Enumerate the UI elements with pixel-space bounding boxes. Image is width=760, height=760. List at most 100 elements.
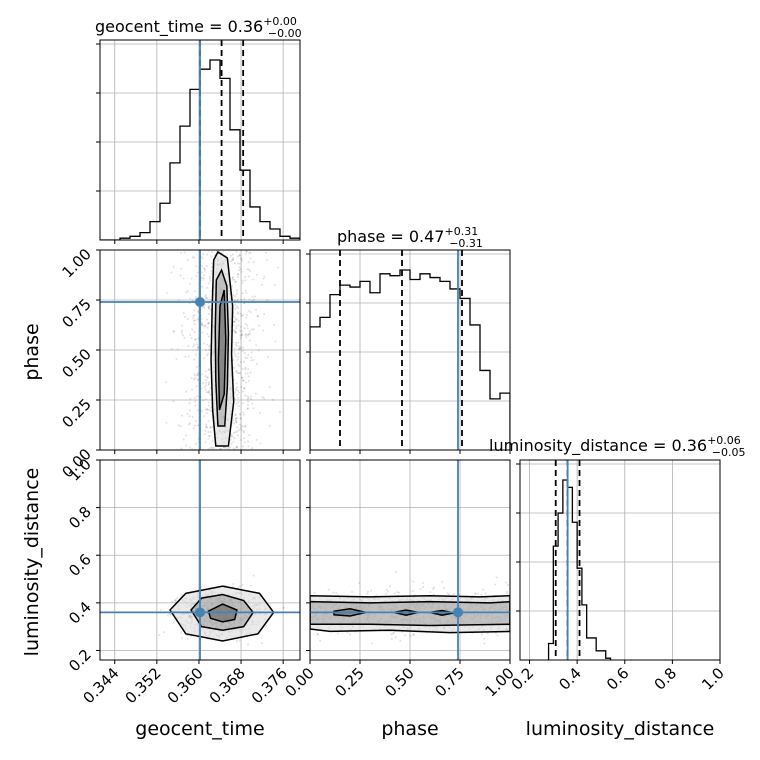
contour-line	[210, 250, 235, 447]
scatter-point	[393, 592, 396, 595]
scatter-point	[272, 323, 275, 326]
scatter-point	[237, 312, 240, 315]
scatter-point	[252, 574, 255, 577]
scatter-point	[207, 435, 210, 438]
scatter-point	[186, 258, 189, 261]
scatter-point	[193, 322, 196, 325]
scatter-point	[207, 382, 210, 385]
scatter-point	[386, 590, 389, 593]
scatter-point	[259, 412, 262, 415]
scatter-point	[432, 587, 435, 590]
scatter-point	[237, 356, 240, 359]
scatter-point	[247, 368, 250, 371]
ticks	[96, 249, 284, 454]
scatter-point	[222, 446, 225, 449]
scatter-point	[195, 274, 198, 277]
scatter-point	[237, 324, 240, 327]
scatter-point	[250, 395, 253, 398]
scatter-point	[268, 386, 271, 389]
scatter-point	[243, 437, 246, 440]
panel-content	[100, 250, 300, 450]
scatter-point	[398, 591, 401, 594]
scatter-point	[267, 355, 270, 358]
x-tick-label: 0.6	[603, 664, 633, 694]
scatter-point	[246, 407, 249, 410]
scatter-point	[195, 420, 198, 423]
scatter-point	[194, 353, 197, 356]
scatter-point	[452, 593, 455, 596]
scatter-point	[247, 334, 250, 337]
scatter-point	[239, 417, 242, 420]
scatter-point	[184, 390, 187, 393]
scatter-point	[244, 289, 247, 292]
ticks	[306, 253, 511, 454]
scatter-point	[433, 586, 436, 589]
scatter-point	[249, 359, 252, 362]
scatter-point	[246, 395, 249, 398]
scatter-point	[195, 264, 198, 267]
scatter-point	[187, 355, 190, 358]
scatter-point	[235, 417, 238, 420]
y-tick-label: 0.4	[65, 598, 95, 628]
scatter-point	[252, 328, 255, 331]
scatter-point	[237, 341, 240, 344]
scatter-point	[258, 324, 261, 327]
scatter-point	[236, 272, 239, 275]
scatter-point	[250, 398, 253, 401]
scatter-point	[247, 407, 250, 410]
scatter-point	[244, 425, 247, 428]
scatter-point	[192, 427, 195, 430]
scatter-point	[231, 276, 234, 279]
scatter-point	[232, 293, 235, 296]
scatter-point	[496, 634, 499, 637]
scatter-point	[195, 366, 198, 369]
scatter-point	[202, 325, 205, 328]
ylabel-phase: phase	[21, 323, 43, 380]
scatter-point	[235, 417, 238, 420]
truth-point	[195, 607, 205, 618]
scatter-point	[245, 291, 248, 294]
scatter-point	[390, 633, 393, 636]
scatter-point	[248, 330, 251, 333]
scatter-point	[247, 396, 250, 399]
scatter-point	[200, 323, 203, 326]
histogram-geocent-time	[100, 59, 300, 240]
y-tick-label: 0.6	[65, 550, 95, 580]
scatter-point	[165, 421, 168, 424]
scatter-point	[241, 259, 244, 262]
scatter-point	[243, 351, 246, 354]
scatter-point	[211, 447, 214, 450]
scatter-point	[230, 442, 233, 445]
scatter-point	[209, 406, 212, 409]
scatter-point	[232, 440, 235, 443]
scatter-point	[204, 429, 207, 432]
scatter-point	[234, 280, 237, 283]
scatter-point	[247, 354, 250, 357]
scatter-point	[158, 633, 161, 636]
scatter-point	[239, 329, 242, 332]
scatter-point	[223, 446, 226, 449]
scatter-point	[243, 441, 246, 444]
scatter-point	[237, 363, 240, 366]
scatter-point	[204, 375, 207, 378]
scatter-point	[232, 321, 235, 324]
scatter-point	[186, 290, 189, 293]
scatter-point	[246, 372, 249, 375]
scatter-point	[238, 266, 241, 269]
scatter-point	[234, 419, 237, 422]
scatter-point	[204, 295, 207, 298]
scatter-point	[242, 314, 245, 317]
scatter-point	[206, 408, 209, 411]
scatter-point	[164, 381, 167, 384]
scatter-point	[205, 398, 208, 401]
scatter-point	[233, 351, 236, 354]
scatter-point	[235, 639, 238, 642]
scatter-point	[244, 334, 247, 337]
scatter-point	[210, 446, 213, 449]
scatter-point	[197, 346, 200, 349]
scatter-point	[196, 395, 199, 398]
scatter-point	[246, 268, 249, 271]
scatter-point	[169, 613, 172, 616]
scatter-point	[252, 278, 255, 281]
scatter-point	[240, 314, 243, 317]
